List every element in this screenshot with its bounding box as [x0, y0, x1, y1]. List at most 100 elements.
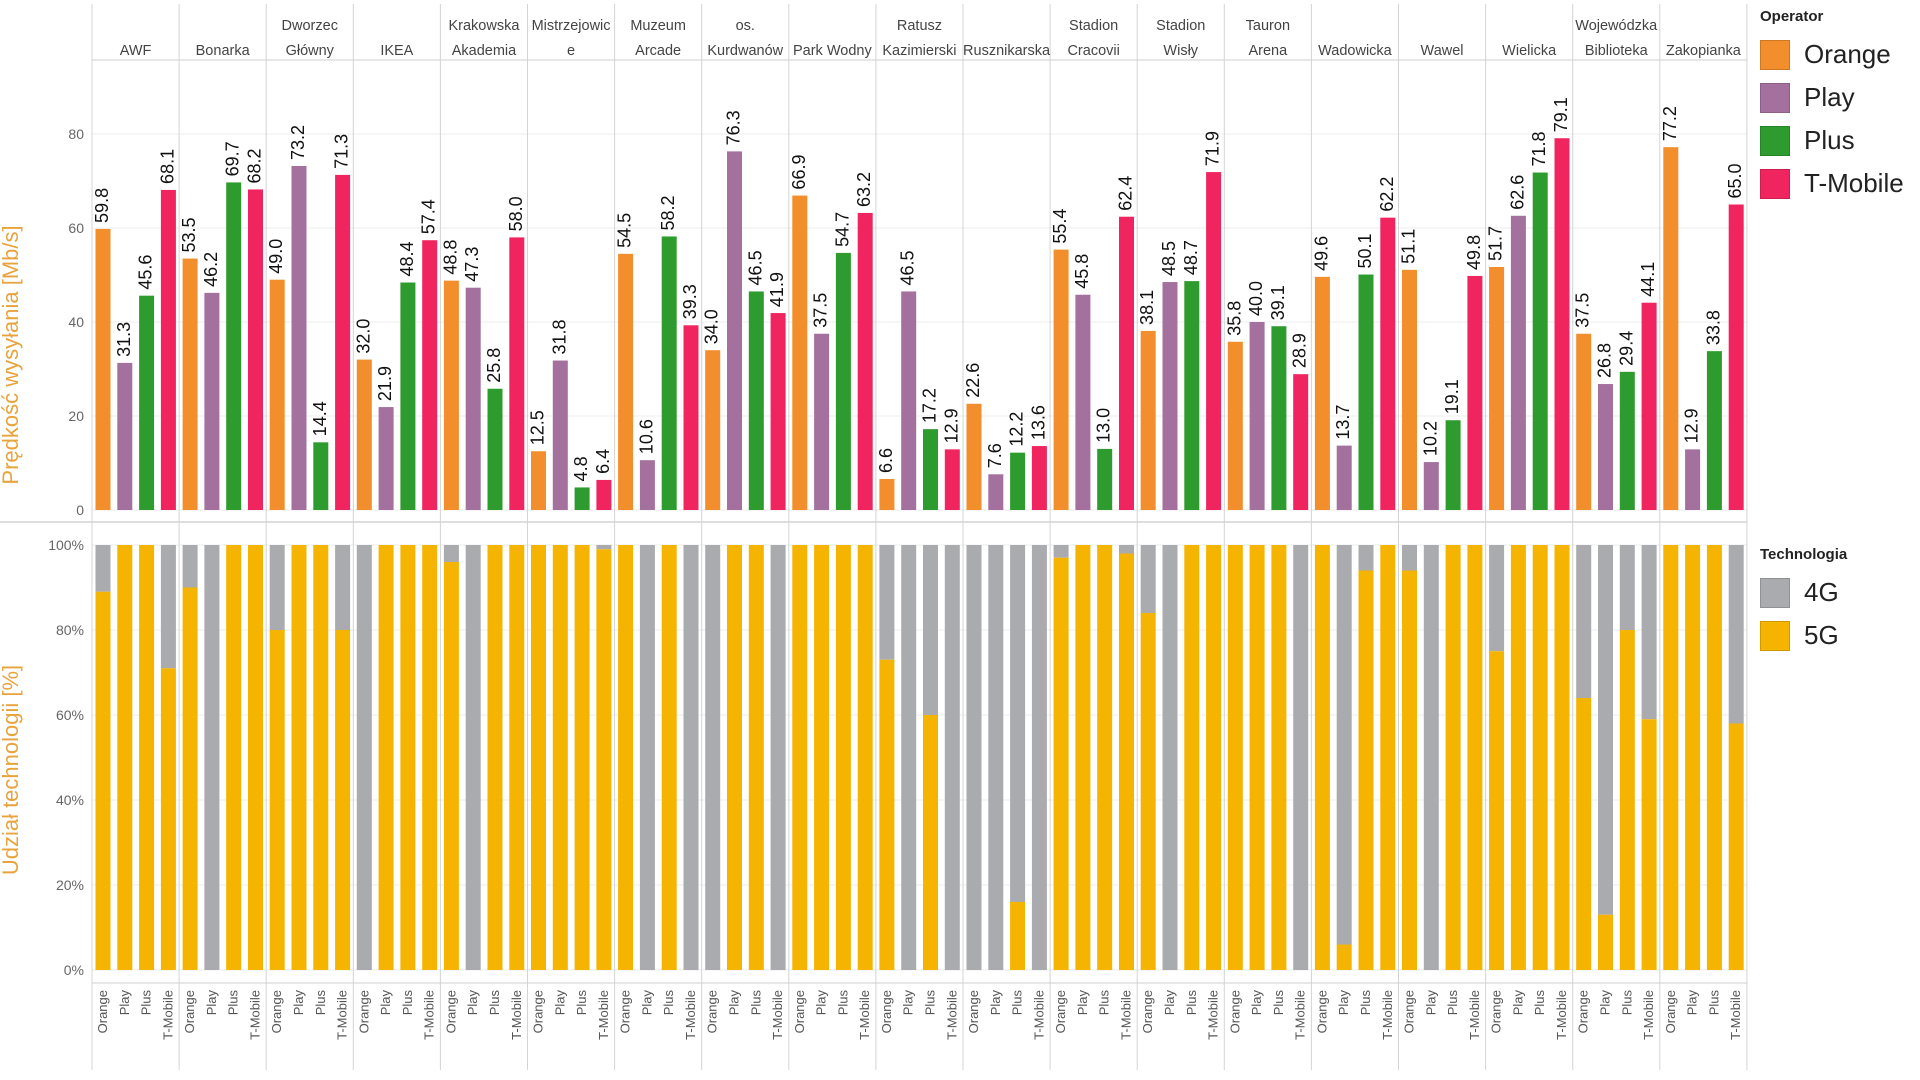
operator-tick-label: Plus — [574, 990, 589, 1016]
top-y-tick-label: 40 — [68, 314, 84, 330]
speed-bar — [1031, 446, 1047, 510]
bar-4g — [465, 545, 481, 970]
bar-4g — [683, 545, 699, 970]
bar-5g — [443, 562, 459, 970]
operator-tick-label: T-Mobile — [248, 990, 263, 1040]
speed-value-label: 68.2 — [245, 148, 265, 183]
bar-5g — [1706, 545, 1722, 970]
bottom-y-tick-label: 60% — [56, 707, 84, 723]
category-label: Kazimierski — [882, 43, 956, 59]
operator-tick-label: Plus — [487, 990, 502, 1016]
bar-5g — [1685, 545, 1701, 970]
category-label: Krakowska — [448, 18, 520, 34]
speed-value-label: 49.0 — [266, 239, 286, 274]
bar-5g — [226, 545, 242, 970]
legend-label-plus: Plus — [1804, 125, 1855, 155]
category-label: Wadowicka — [1318, 43, 1393, 59]
bar-4g — [901, 545, 917, 970]
speed-value-label: 79.1 — [1551, 97, 1571, 132]
speed-value-label: 13.6 — [1028, 405, 1048, 440]
category-label: os. — [736, 18, 755, 34]
speed-bar — [1097, 448, 1113, 510]
operator-tick-label: Plus — [748, 990, 763, 1016]
bar-5g — [487, 545, 503, 970]
bar-5g — [857, 545, 873, 970]
bar-4g — [95, 545, 111, 592]
operator-tick-label: Play — [1336, 990, 1351, 1016]
speed-bar — [1619, 371, 1635, 510]
operator-tick-label: Play — [117, 990, 132, 1016]
operator-tick-label: Orange — [879, 990, 894, 1033]
top-y-axis-title: Prędkość wysyłania [Mb/s] — [0, 225, 23, 484]
operator-tick-label: Play — [901, 990, 916, 1016]
operator-tick-label: Play — [1510, 990, 1525, 1016]
speed-value-label: 71.8 — [1529, 131, 1549, 166]
speed-value-label: 66.9 — [789, 155, 809, 190]
operator-tick-label: Plus — [1532, 990, 1547, 1016]
operator-tick-label: Orange — [1053, 990, 1068, 1033]
bar-4g — [204, 545, 220, 970]
speed-value-label: 62.4 — [1116, 176, 1136, 211]
bar-5g — [248, 545, 263, 970]
speed-value-label: 19.1 — [1442, 379, 1462, 414]
operator-tick-label: T-Mobile — [1467, 990, 1482, 1040]
operator-tick-label: Play — [1075, 990, 1090, 1016]
operator-tick-label: Plus — [1619, 990, 1634, 1016]
operator-tick-label: Play — [727, 990, 742, 1016]
speed-bar — [509, 237, 525, 510]
bar-5g — [1249, 545, 1265, 970]
top-y-tick-label: 60 — [68, 220, 84, 236]
speed-value-label: 12.2 — [1007, 412, 1027, 447]
operator-tick-label: T-Mobile — [857, 990, 872, 1040]
speed-value-label: 77.2 — [1660, 106, 1680, 141]
bar-5g — [596, 549, 612, 970]
bar-5g — [1314, 545, 1330, 970]
bar-5g — [1619, 630, 1635, 970]
speed-value-label: 33.8 — [1703, 310, 1723, 345]
bar-5g — [727, 545, 742, 970]
operator-tick-label: T-Mobile — [1641, 990, 1656, 1040]
bar-5g — [139, 545, 155, 970]
bar-5g — [1532, 545, 1548, 970]
speed-value-label: 49.8 — [1464, 235, 1484, 270]
bar-5g — [160, 668, 176, 970]
speed-bar — [683, 325, 699, 510]
bar-4g — [1010, 545, 1026, 902]
bar-4g — [1162, 545, 1178, 970]
speed-value-label: 54.7 — [832, 212, 852, 247]
operator-tick-label: Orange — [792, 990, 807, 1033]
speed-bar — [139, 295, 155, 510]
bar-4g — [1619, 545, 1635, 630]
speed-bar — [1053, 249, 1069, 510]
operator-tick-label: T-Mobile — [944, 990, 959, 1040]
technology-legend: Technologia 4G 5G — [1760, 546, 1847, 657]
speed-bar — [835, 252, 851, 510]
operator-tick-label: Plus — [139, 990, 154, 1016]
speed-bar — [1140, 330, 1156, 510]
bar-5g — [814, 545, 830, 970]
bar-4g — [596, 545, 612, 550]
speed-value-label: 37.5 — [1573, 293, 1593, 328]
speed-bar — [400, 282, 416, 510]
speed-value-label: 46.5 — [745, 250, 765, 285]
speed-bar — [661, 236, 677, 510]
bar-5g — [1010, 902, 1026, 970]
category-label: Park Wodny — [793, 43, 872, 59]
legend-swatch-5g — [1760, 620, 1790, 651]
speed-value-label: 54.5 — [615, 213, 635, 248]
bar-4g — [988, 545, 1004, 970]
speed-value-label: 69.7 — [223, 141, 243, 176]
speed-bar — [748, 291, 764, 510]
bar-5g — [400, 545, 416, 970]
operator-tick-label: Plus — [1097, 990, 1112, 1016]
speed-value-label: 48.4 — [397, 241, 417, 276]
speed-bar — [727, 151, 742, 510]
speed-bar — [857, 212, 873, 510]
speed-bar — [313, 442, 329, 510]
speed-value-label: 46.5 — [898, 250, 918, 285]
bar-4g — [182, 545, 198, 588]
speed-bar — [269, 279, 285, 510]
bar-5g — [1380, 545, 1396, 970]
speed-value-label: 50.1 — [1355, 233, 1375, 268]
operator-legend: Operator Orange Play Plus T-Mobile — [1760, 8, 1904, 205]
